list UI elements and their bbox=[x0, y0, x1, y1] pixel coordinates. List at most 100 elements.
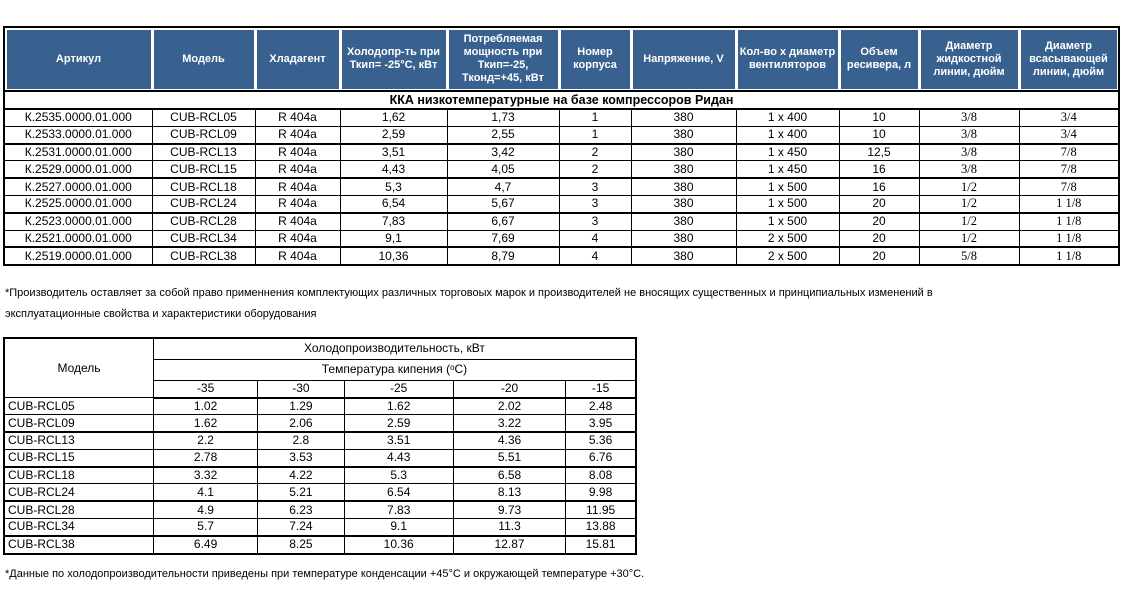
spec-table-cell: 7/8 bbox=[1018, 143, 1118, 162]
capacity-group-header-row: Модель Холодопроизводительность, кВт bbox=[3, 337, 637, 398]
capacity-table-row: CUB-RCL28 4.9 6.23 7.83 9.73 11.95 bbox=[3, 500, 637, 520]
capacity-value-cell: 2.02 bbox=[452, 396, 567, 416]
spec-table-cell: 3,42 bbox=[446, 143, 560, 162]
spec-table-cell: 380 bbox=[630, 160, 737, 180]
spec-table-cell: 3/8 bbox=[918, 126, 1020, 145]
capacity-model-cell: CUB-RCL05 bbox=[3, 396, 154, 416]
capacity-sub-header-row: Температура кипения (оС) bbox=[4, 358, 637, 381]
capacity-model-cell: CUB-RCL34 bbox=[3, 518, 154, 537]
capacity-model-cell: CUB-RCL18 bbox=[3, 466, 154, 485]
spec-table-cell: 3,51 bbox=[339, 143, 448, 162]
capacity-value-cell: 6.54 bbox=[343, 483, 454, 503]
spec-table-cell: 20 bbox=[838, 195, 920, 214]
spec-table-cell: 1 х 450 bbox=[735, 143, 840, 162]
capacity-temp-header: -30 bbox=[257, 379, 345, 399]
spec-table-cell: R 404a bbox=[254, 195, 341, 214]
spec-table-cell: К.2531.0000.01.000 bbox=[5, 143, 153, 162]
spec-table-cell: R 404a bbox=[254, 110, 341, 127]
spec-table-cell: 10 bbox=[838, 126, 920, 145]
spec-table-header-row: Артикул Модель Хладагент Холодопр-ть при Тк… bbox=[5, 28, 1118, 90]
capacity-value-cell: 5.51 bbox=[452, 448, 567, 468]
spec-table-cell: К.2519.0000.01.000 bbox=[5, 247, 153, 265]
spec-table-cell: 4,7 bbox=[446, 178, 560, 196]
spec-table-cell: 1,73 bbox=[446, 110, 560, 127]
spec-table-cell: 1 х 500 bbox=[735, 195, 840, 214]
capacity-table-row: CUB-RCL09 1.62 2.06 2.59 3.22 3.95 bbox=[3, 414, 637, 434]
spec-table-cell: R 404a bbox=[254, 247, 341, 265]
capacity-value-cell: 1.02 bbox=[152, 396, 259, 416]
spec-table-cell: CUB-RCL05 bbox=[151, 110, 256, 127]
spec-table-cell: 5,3 bbox=[339, 178, 448, 196]
capacity-temp-header: -20 bbox=[452, 379, 567, 399]
spec-table-body: К.2535.0000.01.000 CUB-RCL05 R 404a 1,62 1,7… bbox=[5, 110, 1118, 265]
capacity-value-cell: 6.76 bbox=[565, 448, 637, 468]
spec-table-row: К.2535.0000.01.000 CUB-RCL05 R 404a 1,62 1,7… bbox=[5, 110, 1118, 127]
spec-table-cell: 1 bbox=[558, 110, 632, 127]
spec-table-cell: CUB-RCL09 bbox=[151, 126, 256, 145]
spec-table-cell: 380 bbox=[630, 110, 737, 127]
spec-table-cell: 380 bbox=[630, 230, 737, 249]
spec-table-cell: К.2529.0000.01.000 bbox=[5, 160, 153, 180]
capacity-value-cell: 3.22 bbox=[452, 414, 567, 434]
capacity-value-cell: 2.8 bbox=[257, 431, 345, 450]
capacity-table-row: CUB-RCL24 4.1 5.21 6.54 8.13 9.98 bbox=[3, 483, 637, 503]
spec-table-cell: 20 bbox=[838, 230, 920, 249]
spec-table-cell: 2 bbox=[558, 143, 632, 162]
spec-table-footnote: *Производитель оставляет за собой право … bbox=[5, 283, 1105, 325]
spec-table-cell: 380 bbox=[630, 212, 737, 231]
spec-table-cell: 6,67 bbox=[446, 212, 560, 231]
spec-table-cell: 10 bbox=[838, 110, 920, 127]
spec-table-cell: 16 bbox=[838, 160, 920, 180]
spec-table-cell: 8,79 bbox=[446, 247, 560, 265]
capacity-table-footnote: *Данные по холодопроизводительности прив… bbox=[5, 568, 645, 580]
capacity-value-cell: 9.1 bbox=[343, 518, 454, 537]
spec-table-row: К.2523.0000.01.000 CUB-RCL28 R 404a 7,83 6,6… bbox=[5, 212, 1118, 231]
spec-column-header: Потребляемая мощность при Ткип=-25, Ткон… bbox=[448, 29, 558, 89]
spec-table-cell: 1 х 500 bbox=[735, 178, 840, 196]
spec-table-cell: 1 1/8 bbox=[1018, 247, 1118, 265]
spec-table-cell: К.2521.0000.01.000 bbox=[5, 230, 153, 249]
capacity-value-cell: 4.1 bbox=[152, 483, 259, 503]
capacity-value-cell: 1.29 bbox=[257, 396, 345, 416]
capacity-value-cell: 3.95 bbox=[565, 414, 637, 434]
spec-table-cell: R 404a bbox=[254, 178, 341, 196]
spec-table-cell: 5/8 bbox=[918, 247, 1020, 265]
capacity-value-cell: 8.25 bbox=[257, 535, 345, 555]
spec-table-cell: 2 bbox=[558, 160, 632, 180]
capacity-value-cell: 12.87 bbox=[452, 535, 567, 555]
capacity-value-cell: 5.7 bbox=[152, 518, 259, 537]
capacity-value-cell: 6.58 bbox=[452, 466, 567, 485]
spec-table-row: К.2521.0000.01.000 CUB-RCL34 R 404a 9,1 7,69… bbox=[5, 230, 1118, 249]
spec-table-cell: 380 bbox=[630, 195, 737, 214]
spec-table-cell: 9,1 bbox=[339, 230, 448, 249]
spec-table-cell: 3/8 bbox=[918, 143, 1020, 162]
capacity-model-cell: CUB-RCL38 bbox=[3, 535, 154, 555]
spec-table-cell: 1/2 bbox=[918, 178, 1020, 196]
spec-column-header: Напряжение, V bbox=[632, 29, 735, 89]
spec-table-cell: 1 х 500 bbox=[735, 212, 840, 231]
spec-table-row: К.2519.0000.01.000 CUB-RCL38 R 404a 10,36 8,… bbox=[5, 247, 1118, 265]
spec-column-header: Диаметр всасывающей линии, дюйм bbox=[1020, 29, 1117, 89]
spec-table-cell: 1 bbox=[558, 126, 632, 145]
capacity-model-header: Модель bbox=[3, 337, 154, 398]
capacity-value-cell: 8.08 bbox=[565, 466, 637, 485]
spec-table-cell: 3/4 bbox=[1018, 126, 1118, 145]
capacity-value-cell: 1.62 bbox=[152, 414, 259, 434]
spec-table-cell: К.2533.0000.01.000 bbox=[5, 126, 153, 145]
spec-table-cell: К.2523.0000.01.000 bbox=[5, 212, 153, 231]
spec-table-row: К.2527.0000.01.000 CUB-RCL18 R 404a 5,3 4,7 3… bbox=[5, 178, 1118, 196]
spec-table-cell: CUB-RCL15 bbox=[151, 160, 256, 180]
spec-table-cell: 3 bbox=[558, 178, 632, 196]
capacity-value-cell: 8.13 bbox=[452, 483, 567, 503]
spec-table-cell: 2,55 bbox=[446, 126, 560, 145]
spec-footnote-line1: *Производитель оставляет за собой право … bbox=[5, 287, 933, 299]
capacity-value-cell: 4.22 bbox=[257, 466, 345, 485]
capacity-table-row: CUB-RCL18 3.32 4.22 5.3 6.58 8.08 bbox=[3, 466, 637, 485]
capacity-value-cell: 3.53 bbox=[257, 448, 345, 468]
capacity-value-cell: 11.3 bbox=[452, 518, 567, 537]
capacity-value-cell: 10.36 bbox=[343, 535, 454, 555]
spec-column-header: Модель bbox=[153, 29, 254, 89]
spec-table-cell: 380 bbox=[630, 247, 737, 265]
spec-table-cell: 1/2 bbox=[918, 230, 1020, 249]
capacity-group-header: Холодопроизводительность, кВт bbox=[152, 337, 637, 360]
